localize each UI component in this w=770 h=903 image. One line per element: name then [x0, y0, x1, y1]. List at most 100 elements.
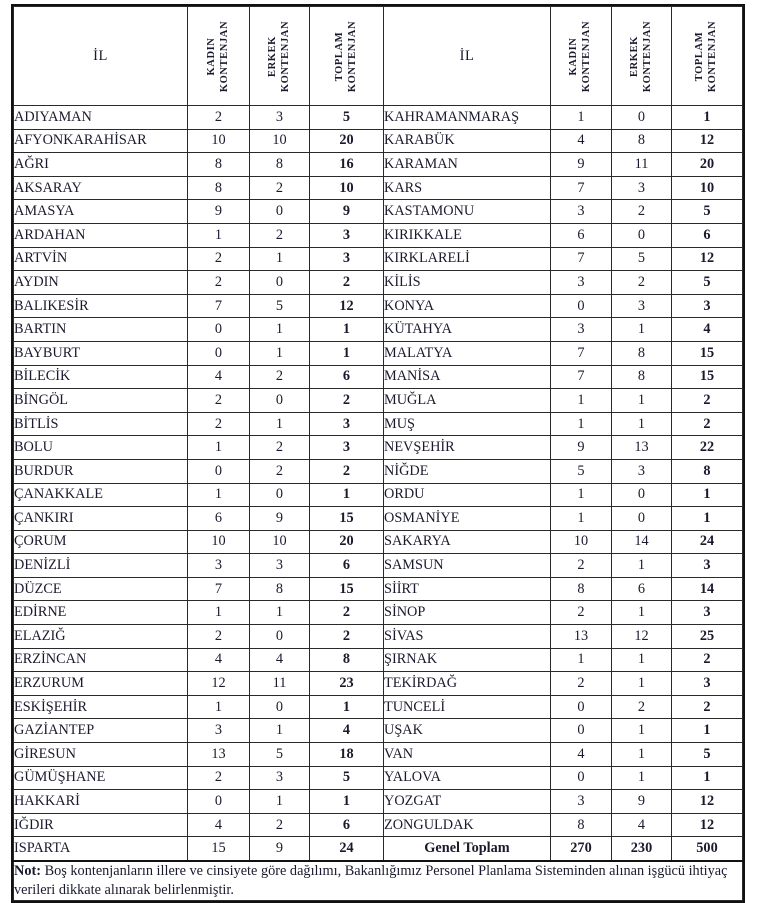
- cell-il-left: EDİRNE: [13, 600, 188, 626]
- cell-kadin-right: 5: [550, 458, 612, 484]
- cell-il-right: KASTAMONU: [383, 199, 551, 224]
- cell-il-right: KARABÜK: [383, 128, 551, 154]
- cell-erkek-right: 0: [611, 222, 672, 248]
- cell-il-right: KÜTAHYA: [383, 317, 551, 342]
- cell-erkek-right: 1: [611, 411, 672, 437]
- cell-il-left: ESKİŞEHİR: [13, 694, 188, 720]
- cell-kadin-left: 4: [187, 812, 250, 838]
- table-row: BİNGÖL 2 0 2 MUĞLA 1 1 2: [13, 388, 743, 413]
- cell-toplam-left: 3: [309, 246, 384, 272]
- table-body: ADIYAMAN 2 3 5 KAHRAMANMARAŞ 1 0 1 AFYONKARAHİSA…: [13, 105, 743, 901]
- table-row: ÇORUM 10 10 20 SAKARYA 10 14 24: [13, 529, 743, 555]
- cell-il-right: ORDU: [383, 482, 551, 508]
- cell-toplam-left: 15: [309, 506, 384, 531]
- cell-toplam-right: 3: [671, 553, 743, 578]
- cell-toplam-right: 2: [671, 388, 743, 413]
- table-row: IĞDIR 4 2 6 ZONGULDAK 8 4 12: [13, 812, 743, 838]
- header-kadin-line1: KADIN: [568, 36, 580, 76]
- cell-toplam-right: 1: [671, 482, 743, 508]
- cell-kadin-left: 4: [187, 364, 250, 390]
- cell-il-left: ISPARTA: [13, 836, 188, 861]
- cell-toplam-left: 3: [309, 411, 384, 437]
- table-row: BOLU 1 2 3 NEVŞEHİR 9 13 22: [13, 435, 743, 460]
- cell-kadin-left: 2: [187, 624, 250, 649]
- table-row: ESKİŞEHİR 1 0 1 TUNCELİ 0 2 2: [13, 694, 743, 720]
- cell-toplam-left: 12: [309, 293, 384, 319]
- cell-toplam-left: 18: [309, 742, 384, 767]
- cell-il-left: BAYBURT: [13, 340, 188, 366]
- cell-kadin-right: 10: [550, 529, 612, 555]
- cell-erkek-right: 11: [611, 152, 672, 177]
- cell-il-right: SİNOP: [383, 600, 551, 626]
- cell-erkek-left: 1: [249, 340, 310, 366]
- cell-kadin-left: 1: [187, 435, 250, 460]
- cell-il-right: KAHRAMANMARAŞ: [383, 105, 551, 130]
- cell-il-left: ERZURUM: [13, 671, 188, 696]
- cell-toplam-right: 12: [671, 789, 743, 814]
- cell-il-left: DÜZCE: [13, 576, 188, 602]
- cell-erkek-left: 11: [249, 671, 310, 696]
- table-row: GÜMÜŞHANE 2 3 5 YALOVA 0 1 1: [13, 765, 743, 791]
- cell-il-left: ADIYAMAN: [13, 105, 188, 130]
- cell-kadin-right: 1: [550, 105, 612, 130]
- cell-toplam-left: 10: [309, 175, 384, 201]
- cell-kadin-left: 4: [187, 647, 250, 673]
- cell-il-left: BİLECİK: [13, 364, 188, 390]
- header-il-right: İL: [383, 6, 551, 106]
- cell-il-right: SAMSUN: [383, 553, 551, 578]
- table-row: DENİZLİ 3 3 6 SAMSUN 2 1 3: [13, 553, 743, 578]
- cell-erkek-left: 8: [249, 576, 310, 602]
- table-row: HAKKARİ 0 1 1 YOZGAT 3 9 12: [13, 789, 743, 814]
- cell-kadin-left: 0: [187, 789, 250, 814]
- cell-toplam-right: 15: [671, 340, 743, 366]
- cell-il-left: GAZİANTEP: [13, 718, 188, 744]
- table-row: AFYONKARAHİSAR 10 10 20 KARABÜK 4 8 12: [13, 128, 743, 154]
- header-toplam-line2: KONTENJAN: [707, 20, 719, 92]
- cell-kadin-right: 9: [550, 152, 612, 177]
- cell-toplam-left: 23: [309, 671, 384, 696]
- cell-erkek-right: 2: [611, 694, 672, 720]
- note-row: Not: Boş kontenjanların illere ve cinsiy…: [13, 859, 743, 901]
- cell-erkek-left: 0: [249, 270, 310, 295]
- cell-erkek-left: 1: [249, 411, 310, 437]
- cell-toplam-right: 1: [671, 506, 743, 531]
- cell-toplam-left: 20: [309, 529, 384, 555]
- cell-kadin-left: 2: [187, 246, 250, 272]
- cell-kadin-right: 1: [550, 506, 612, 531]
- cell-il-left: BOLU: [13, 435, 188, 460]
- table-row: DÜZCE 7 8 15 SİİRT 8 6 14: [13, 576, 743, 602]
- cell-il-left: AFYONKARAHİSAR: [13, 128, 188, 154]
- cell-erkek-right: 1: [611, 600, 672, 626]
- cell-toplam-right: 12: [671, 128, 743, 154]
- cell-toplam-left: 2: [309, 624, 384, 649]
- cell-erkek-right: 4: [611, 812, 672, 838]
- cell-il-right: YOZGAT: [383, 789, 551, 814]
- cell-il-right: KIRIKKALE: [383, 222, 551, 248]
- cell-erkek-left: 5: [249, 742, 310, 767]
- cell-kadin-left: 6: [187, 506, 250, 531]
- cell-toplam-left: 3: [309, 435, 384, 460]
- cell-kadin-right: 0: [550, 694, 612, 720]
- cell-erkek-left: 3: [249, 105, 310, 130]
- cell-toplam-left: 5: [309, 105, 384, 130]
- cell-kadin-left: 15: [187, 836, 250, 861]
- table-row: ISPARTA 15 9 24 Genel Toplam 270 230 500: [13, 836, 743, 861]
- cell-il-right: OSMANİYE: [383, 506, 551, 531]
- cell-toplam-left: 5: [309, 765, 384, 791]
- table-row: EDİRNE 1 1 2 SİNOP 2 1 3: [13, 600, 743, 626]
- cell-il-right: UŞAK: [383, 718, 551, 744]
- cell-erkek-left: 2: [249, 175, 310, 201]
- table-row: BURDUR 0 2 2 NİĞDE 5 3 8: [13, 458, 743, 484]
- cell-toplam-right: 500: [671, 836, 743, 861]
- cell-erkek-left: 9: [249, 836, 310, 861]
- header-toplam-kontenjan-right: TOPLAM KONTENJAN: [671, 6, 743, 106]
- cell-kadin-right: 8: [550, 812, 612, 838]
- cell-il-left: BARTIN: [13, 317, 188, 342]
- table-row: ÇANKIRI 6 9 15 OSMANİYE 1 0 1: [13, 506, 743, 531]
- cell-kadin-right: 0: [550, 293, 612, 319]
- cell-erkek-right: 6: [611, 576, 672, 602]
- cell-kadin-right: 3: [550, 270, 612, 295]
- table-row: ELAZIĞ 2 0 2 SİVAS 13 12 25: [13, 624, 743, 649]
- cell-il-right: NEVŞEHİR: [383, 435, 551, 460]
- cell-toplam-right: 10: [671, 175, 743, 201]
